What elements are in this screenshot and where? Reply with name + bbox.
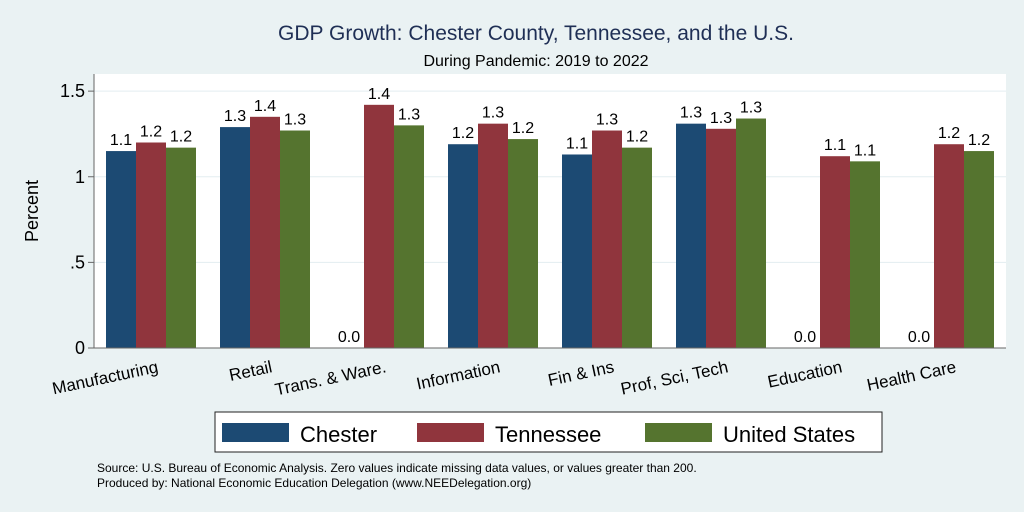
legend-swatch xyxy=(417,423,484,442)
data-label: 1.3 xyxy=(710,110,732,127)
bar-united-states xyxy=(622,147,652,348)
producer-note: Produced by: National Economic Education… xyxy=(97,476,531,490)
data-label: 1.3 xyxy=(740,100,762,117)
data-label: 1.2 xyxy=(140,124,162,141)
bar-chester xyxy=(220,127,250,349)
bar-chester xyxy=(106,151,136,348)
data-label: 1.2 xyxy=(170,129,192,146)
y-ticks: 0 .5 1 1.5 xyxy=(60,81,94,358)
bar-united-states xyxy=(166,147,196,348)
data-label: 0.0 xyxy=(794,329,816,346)
bar-tennessee xyxy=(478,123,508,348)
data-label: 1.3 xyxy=(680,105,702,122)
bar-united-states xyxy=(850,161,880,348)
y-tick-label: .5 xyxy=(70,252,85,272)
data-label: 1.1 xyxy=(566,135,588,152)
data-label: 1.3 xyxy=(224,108,246,125)
bar-tennessee xyxy=(136,142,166,348)
data-labels: 1.1 1.2 1.2 1.3 1.4 1.3 0.0 1.4 1.3 1.2 1.3 1.2 1.1 1… xyxy=(110,86,990,346)
bar-united-states xyxy=(394,125,424,348)
source-note: Source: U.S. Bureau of Economic Analysis… xyxy=(97,461,697,475)
data-label: 0.0 xyxy=(338,329,360,346)
bar-tennessee xyxy=(250,116,280,348)
data-label: 1.4 xyxy=(254,98,276,115)
bar-united-states xyxy=(736,118,766,349)
legend-label: Chester xyxy=(300,422,377,447)
data-label: 1.1 xyxy=(854,142,876,159)
category-label: Prof, Sci, Tech xyxy=(619,357,730,398)
bars xyxy=(106,104,994,349)
y-axis-label: Percent xyxy=(22,180,42,242)
legend-label: United States xyxy=(723,422,855,447)
bar-tennessee xyxy=(592,130,622,348)
category-label: Information xyxy=(415,357,502,393)
data-label: 1.2 xyxy=(938,125,960,142)
data-label: 1.3 xyxy=(284,112,306,129)
chart-title: GDP Growth: Chester County, Tennessee, a… xyxy=(278,22,794,45)
data-label: 1.4 xyxy=(368,86,390,103)
bar-united-states xyxy=(508,139,538,348)
legend-label: Tennessee xyxy=(495,422,601,447)
bar-tennessee xyxy=(934,144,964,348)
data-label: 1.2 xyxy=(512,120,534,137)
y-tick-label: 1 xyxy=(75,167,85,187)
category-label: Trans. & Ware. xyxy=(273,357,388,399)
data-label: 1.3 xyxy=(398,106,420,123)
bar-tennessee xyxy=(820,156,850,348)
chart-subtitle: During Pandemic: 2019 to 2022 xyxy=(423,53,648,70)
category-label: Fin & Ins xyxy=(546,357,616,390)
data-label: 1.1 xyxy=(824,137,846,154)
bar-tennessee xyxy=(364,104,394,348)
legend-swatch xyxy=(222,423,289,442)
data-label: 1.2 xyxy=(452,125,474,142)
y-tick-label: 0 xyxy=(75,338,85,358)
legend-box xyxy=(214,411,883,453)
data-label: 1.2 xyxy=(626,129,648,146)
data-label: 1.1 xyxy=(110,132,132,149)
data-label: 1.2 xyxy=(968,132,990,149)
bar-united-states xyxy=(964,151,994,348)
data-label: 0.0 xyxy=(908,329,930,346)
legend: Chester Tennessee United States xyxy=(214,411,883,453)
bar-chester xyxy=(562,154,592,348)
bar-chester xyxy=(448,144,478,348)
data-label: 1.3 xyxy=(596,112,618,129)
data-label: 1.3 xyxy=(482,105,504,122)
category-label: Health Care xyxy=(865,357,958,394)
bar-united-states xyxy=(280,130,310,348)
category-labels: Manufacturing Retail Trans. & Ware. Informa… xyxy=(51,357,958,399)
category-label: Education xyxy=(766,357,844,391)
y-tick-label: 1.5 xyxy=(60,81,85,101)
legend-swatch xyxy=(645,423,712,442)
category-label: Retail xyxy=(227,357,273,385)
bar-tennessee xyxy=(706,128,736,348)
category-label: Manufacturing xyxy=(51,357,160,398)
bar-chester xyxy=(676,123,706,348)
